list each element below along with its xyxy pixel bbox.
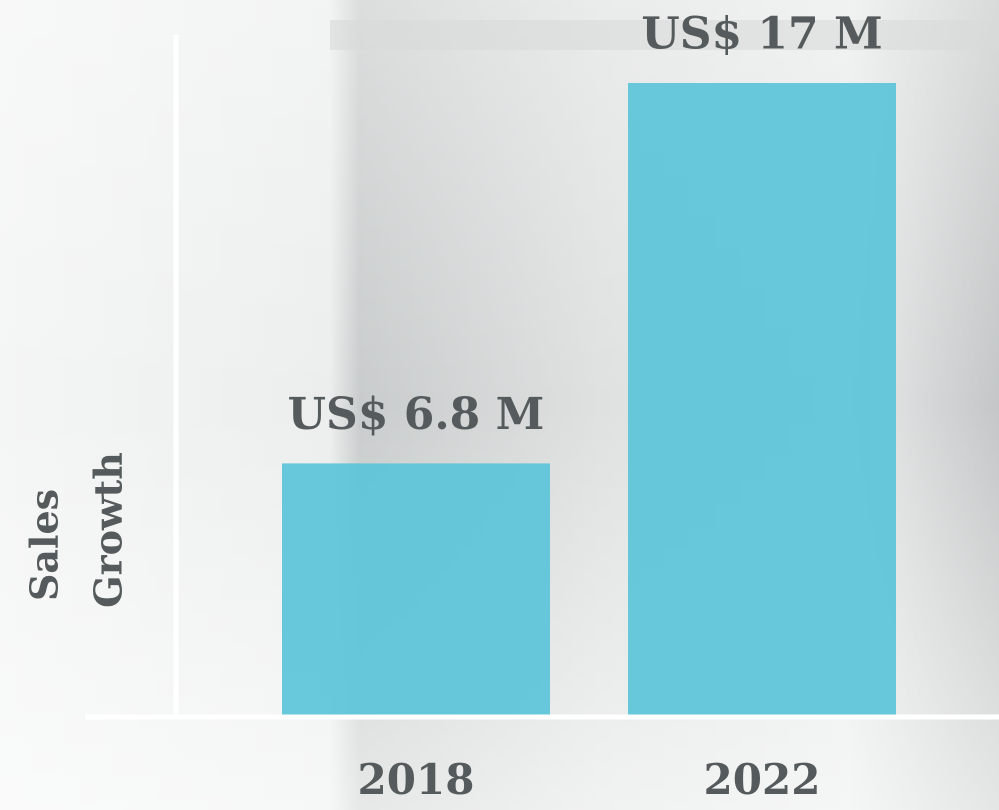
y-axis-label: Growth [86, 452, 131, 608]
bar [282, 463, 550, 717]
x-tick-label: 2022 [704, 755, 821, 804]
value-label: US$ 6.8 M [288, 389, 545, 440]
value-label: US$ 17 M [641, 9, 882, 60]
bar [628, 83, 896, 717]
y-axis-label: Sales [22, 489, 67, 601]
x-tick-label: 2018 [358, 755, 475, 804]
background-detail [330, 20, 999, 50]
plot [282, 83, 896, 717]
